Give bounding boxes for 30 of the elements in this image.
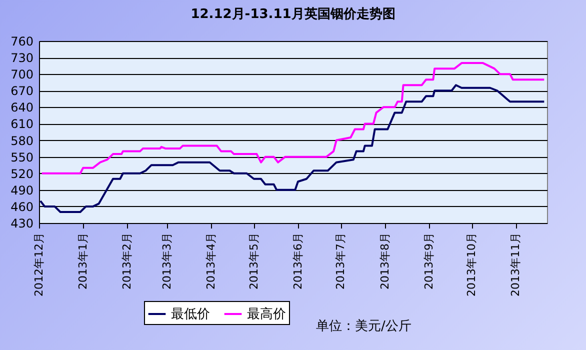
legend-label: 最高价 bbox=[247, 306, 286, 321]
x-tick-label: 2013年5月 bbox=[247, 232, 260, 290]
line-series bbox=[40, 62, 546, 174]
y-tick-label: 700 bbox=[10, 68, 34, 82]
text: 单位：美元/公斤 bbox=[316, 318, 412, 335]
y-tick-label: 430 bbox=[10, 216, 34, 230]
x-tick-label: 2013年11月 bbox=[509, 232, 522, 296]
y-tick-label: 760 bbox=[10, 34, 34, 48]
x-tick-label: 2012年12月 bbox=[32, 232, 46, 296]
legend-label: 最低价 bbox=[171, 306, 210, 321]
x-tick-label: 2013年6月 bbox=[291, 232, 304, 290]
x-tick-label: 2013年9月 bbox=[422, 232, 436, 290]
y-tick-label: 580 bbox=[10, 134, 34, 148]
y-tick-label: 460 bbox=[10, 200, 34, 214]
chart-title: 12.12月-13.11月英国铟价走势图 bbox=[190, 6, 396, 22]
x-tick-label: 2013年10月 bbox=[465, 232, 478, 296]
x-tick-label: 2013年3月 bbox=[160, 232, 174, 290]
y-tick-label: 550 bbox=[10, 150, 34, 164]
y-tick-label: 730 bbox=[10, 51, 34, 66]
y-tick-label: 640 bbox=[10, 100, 34, 115]
x-tick-label: 2013年7月 bbox=[334, 232, 348, 290]
x-tick-label: 2013年1月 bbox=[76, 232, 90, 290]
y-tick-label: 520 bbox=[10, 166, 34, 181]
x-tick-label: 2013年8月 bbox=[378, 232, 392, 290]
line-series bbox=[39, 84, 546, 213]
x-tick-label: 2013年2月 bbox=[120, 232, 134, 290]
y-tick-label: 670 bbox=[10, 84, 34, 98]
y-tick-label: 610 bbox=[10, 117, 34, 132]
x-tick-label: 2013年4月 bbox=[204, 232, 218, 290]
y-tick-label: 490 bbox=[10, 183, 34, 198]
